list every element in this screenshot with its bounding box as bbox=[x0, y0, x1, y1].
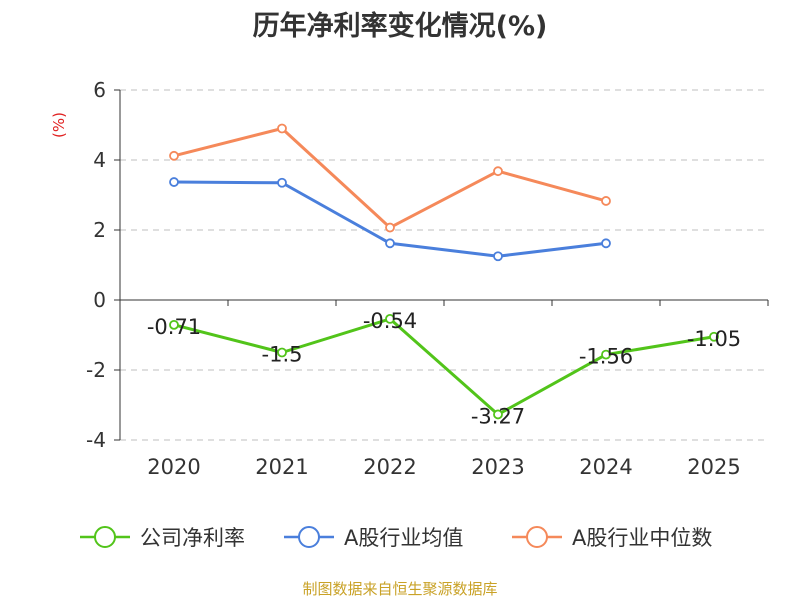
y-tick-label: 0 bbox=[93, 288, 106, 312]
data-point bbox=[493, 166, 503, 177]
x-tick-label: 2023 bbox=[471, 455, 524, 479]
data-point bbox=[277, 347, 287, 358]
data-point bbox=[277, 177, 287, 188]
chart-title: 历年净利率变化情况(%) bbox=[252, 11, 548, 42]
legend-marker bbox=[298, 526, 320, 548]
y-tick-label: 2 bbox=[93, 218, 106, 242]
series-line bbox=[173, 317, 715, 416]
y-tick-label: 4 bbox=[93, 148, 106, 172]
data-label: -0.54 bbox=[363, 309, 417, 333]
x-tick-label: 2024 bbox=[579, 455, 632, 479]
data-label: -1.56 bbox=[579, 345, 633, 369]
legend-label: 公司净利率 bbox=[140, 526, 245, 550]
data-point bbox=[385, 222, 395, 233]
data-point bbox=[601, 238, 611, 249]
data-label: -1.05 bbox=[687, 327, 741, 351]
data-point bbox=[493, 409, 503, 420]
data-point bbox=[601, 196, 611, 206]
x-tick-label: 2022 bbox=[363, 455, 416, 479]
data-point bbox=[277, 123, 287, 134]
data-label: -1.5 bbox=[262, 343, 303, 367]
x-tick-label: 2025 bbox=[687, 455, 740, 479]
legend-marker bbox=[526, 526, 548, 548]
y-axis-label: (%) bbox=[50, 112, 68, 138]
data-point bbox=[709, 331, 719, 342]
data-point bbox=[169, 319, 179, 330]
x-tick-label: 2021 bbox=[255, 455, 308, 479]
legend-marker bbox=[94, 526, 116, 548]
data-point bbox=[493, 251, 503, 262]
data-point bbox=[385, 238, 395, 249]
data-label: -3.27 bbox=[471, 404, 525, 428]
source-note: 制图数据来自恒生聚源数据库 bbox=[302, 580, 498, 598]
y-tick-label: 6 bbox=[93, 78, 106, 102]
data-point bbox=[601, 349, 611, 360]
legend-label: A股行业均值 bbox=[344, 526, 463, 550]
data-label: -0.71 bbox=[147, 315, 201, 339]
legend-label: A股行业中位数 bbox=[572, 526, 712, 550]
data-point bbox=[169, 150, 179, 161]
data-point bbox=[385, 313, 395, 324]
y-tick-label: -2 bbox=[86, 358, 106, 382]
x-tick-label: 2020 bbox=[147, 455, 200, 479]
y-tick-label: -4 bbox=[86, 428, 106, 452]
series-line bbox=[173, 127, 607, 230]
data-point bbox=[169, 177, 179, 187]
